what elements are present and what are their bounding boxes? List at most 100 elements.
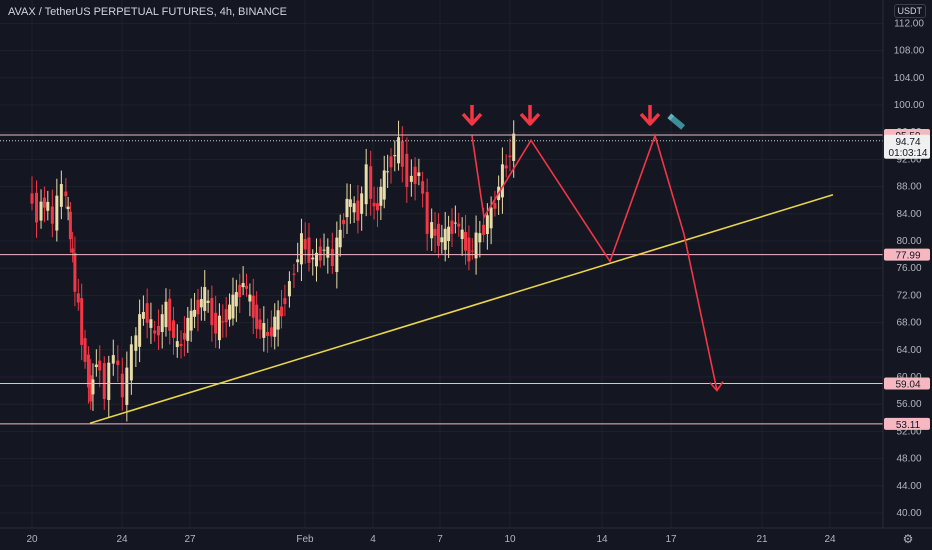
candle-body — [405, 153, 409, 187]
candle-body — [86, 354, 90, 388]
candle-body — [241, 282, 245, 288]
candle-body — [156, 325, 160, 336]
candle-body — [258, 319, 262, 330]
candle-body — [206, 300, 210, 303]
candle-body — [364, 164, 368, 205]
candle-body — [322, 249, 326, 251]
candle-body — [199, 299, 203, 308]
candle-body — [512, 133, 516, 161]
candle-body — [372, 202, 376, 207]
candle-body — [138, 314, 142, 347]
candle-body — [447, 226, 451, 242]
currency-label[interactable]: USDT — [893, 4, 926, 18]
candle-body — [175, 341, 179, 348]
price-label-box — [884, 134, 930, 159]
candle-body — [482, 224, 486, 235]
candle-body — [409, 175, 413, 182]
countdown-label: 01:03:14 — [889, 148, 928, 159]
candle-body — [400, 140, 404, 167]
candle-body — [413, 166, 417, 184]
candle-body — [224, 309, 228, 323]
y-tick-label: 44.00 — [896, 481, 921, 492]
y-tick-label: 84.00 — [896, 209, 921, 220]
candle-body — [292, 273, 296, 275]
y-tick-label: 40.00 — [896, 508, 921, 519]
candle-body — [338, 229, 342, 248]
candle-body — [474, 232, 478, 259]
candle-body — [386, 171, 390, 173]
candle-body — [485, 215, 489, 235]
candle-body — [489, 207, 493, 229]
price-label: 59.04 — [895, 380, 920, 391]
candle-body — [68, 211, 72, 240]
down-arrow-icon — [639, 105, 661, 126]
candle-body — [196, 299, 200, 315]
candle-body — [231, 294, 235, 319]
candle-body — [217, 315, 221, 341]
candle-body — [107, 362, 111, 401]
candle-body — [164, 301, 168, 328]
price-label-box — [884, 377, 930, 390]
settings-gear-icon[interactable]: ⚙ — [903, 532, 914, 546]
x-tick-label: 24 — [824, 534, 836, 545]
candle-body — [266, 331, 270, 336]
candle-body — [273, 316, 277, 337]
y-tick-label: 76.00 — [896, 263, 921, 274]
candle-body — [245, 285, 249, 289]
x-tick-label: 14 — [596, 534, 608, 545]
candle-body — [352, 203, 356, 213]
candle-body — [189, 310, 193, 331]
candle-body — [283, 298, 287, 305]
candle-body — [421, 181, 425, 194]
time-axis — [0, 528, 932, 550]
candle-body — [443, 228, 447, 250]
candle-body — [478, 233, 482, 243]
y-tick-label: 64.00 — [896, 345, 921, 356]
x-tick-label: 7 — [437, 534, 443, 545]
candle-body — [504, 165, 508, 169]
candle-body — [203, 287, 207, 311]
candle-body — [66, 206, 70, 210]
price-label: 53.11 — [896, 420, 921, 431]
y-tick-label: 108.00 — [894, 46, 925, 57]
candle-body — [134, 335, 138, 351]
candle-body — [238, 284, 242, 298]
candle-body — [382, 170, 386, 200]
y-tick-label: 104.00 — [894, 73, 925, 84]
candle-body — [360, 193, 364, 214]
y-tick-label: 92.00 — [896, 154, 921, 165]
candle-body — [276, 310, 280, 330]
x-tick-label: 27 — [184, 534, 196, 545]
price-label: 94.74 — [895, 137, 920, 148]
candle-body — [39, 201, 43, 221]
candle-body — [397, 137, 401, 164]
candle-body — [369, 166, 373, 199]
y-tick-label: 60.00 — [896, 372, 921, 383]
candle-body — [221, 321, 225, 323]
pattern-line — [471, 133, 718, 391]
candle-body — [234, 292, 238, 307]
down-arrow-icon — [519, 105, 541, 126]
candle-body — [193, 309, 197, 317]
candle-body — [83, 338, 87, 362]
candle-body — [141, 312, 145, 319]
down-arrow-icon — [461, 105, 483, 126]
candle-body — [145, 303, 149, 323]
candle-body — [345, 198, 349, 218]
candle-body — [89, 375, 93, 402]
candle-body — [129, 344, 133, 381]
candle-body — [470, 250, 474, 252]
candle-body — [55, 195, 59, 231]
candle-body — [35, 192, 39, 223]
candle-body — [59, 184, 63, 207]
candle-body — [111, 355, 115, 364]
candle-body — [50, 206, 54, 224]
candle-body — [172, 320, 176, 338]
y-tick-label: 88.00 — [896, 182, 921, 193]
candle-body — [42, 197, 46, 208]
candle-body — [315, 252, 319, 267]
price-label: 77.99 — [895, 251, 920, 262]
candle-body — [330, 248, 334, 267]
candle-body — [307, 237, 311, 263]
